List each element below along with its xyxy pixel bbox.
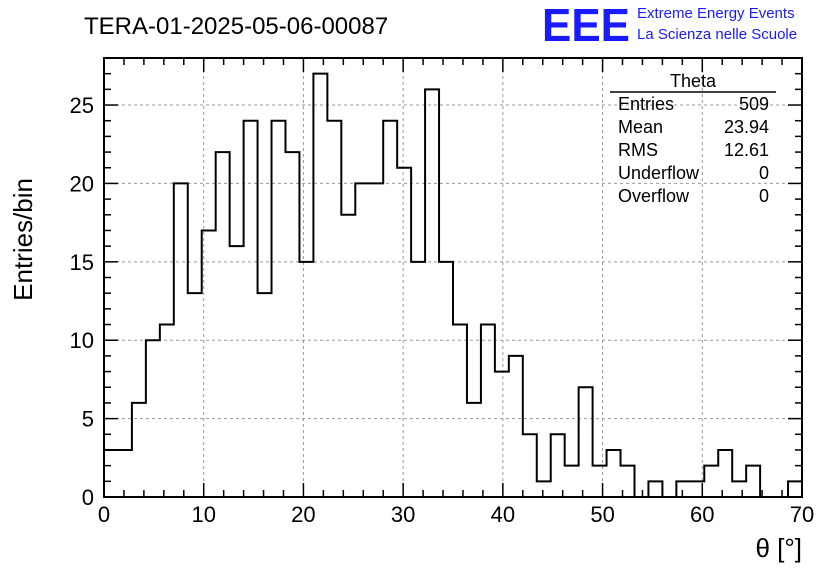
x-tick-label-1: 10 [191, 502, 215, 527]
histogram-bin-41 [676, 481, 690, 497]
histogram-bin-10 [244, 121, 258, 497]
histogram-bin-22 [411, 262, 425, 497]
axis-tick-labels: 0 10 20 30 40 50 60 70 0 5 10 15 20 25 [70, 93, 815, 527]
histogram-bin-35 [593, 466, 607, 497]
histogram-bin-15 [313, 74, 327, 497]
grid-lines [104, 58, 802, 497]
stats-label-underflow: Underflow [618, 163, 700, 183]
histogram-bin-46 [746, 466, 760, 497]
stats-label-overflow: Overflow [618, 186, 690, 206]
histogram-bin-34 [579, 387, 593, 497]
stats-value-rms: 12.61 [724, 140, 769, 160]
x-tick-label-4: 40 [491, 502, 515, 527]
histogram-bin-43 [704, 466, 718, 497]
x-tick-label-7: 70 [790, 502, 814, 527]
histogram-bin-13 [285, 152, 299, 497]
histogram-bin-14 [299, 262, 313, 497]
x-tick-label-3: 30 [391, 502, 415, 527]
chart-title: TERA-01-2025-05-06-00087 [84, 13, 388, 40]
y-tick-label-0: 0 [82, 485, 94, 510]
y-tick-label-2: 10 [70, 328, 94, 353]
histogram-bin-39 [648, 481, 662, 497]
x-tick-label-5: 50 [590, 502, 614, 527]
histogram-bin-24 [439, 262, 453, 497]
stats-label-entries: Entries [618, 94, 674, 114]
logo-line-2: La Scienza nelle Scuole [637, 26, 797, 43]
histogram-bin-49 [788, 481, 802, 497]
y-tick-label-3: 15 [70, 250, 94, 275]
eee-logo: EEE Extreme Energy Events La Scienza nel… [542, 0, 797, 51]
histogram-bin-36 [607, 450, 621, 497]
histogram-bin-26 [467, 403, 481, 497]
stats-value-mean: 23.94 [724, 117, 769, 137]
x-axis-title: θ [°] [755, 533, 802, 563]
histogram-bin-28 [495, 372, 509, 497]
histogram-bin-4 [160, 325, 174, 497]
histogram-bin-23 [425, 89, 439, 497]
histogram-bin-30 [523, 434, 537, 497]
y-tick-label-1: 5 [82, 407, 94, 432]
x-tick-label-6: 60 [690, 502, 714, 527]
histogram-bin-0 [104, 450, 118, 497]
histogram-bin-20 [383, 121, 397, 497]
logo-line-1: Extreme Energy Events [637, 5, 795, 22]
stats-title: Theta [670, 71, 717, 91]
histogram-bin-2 [132, 403, 146, 497]
x-tick-label-2: 20 [291, 502, 315, 527]
histogram-bin-17 [341, 215, 355, 497]
histogram-bin-32 [551, 434, 565, 497]
histogram-bin-31 [537, 481, 551, 497]
histogram-bin-21 [397, 168, 411, 497]
stats-value-overflow: 0 [759, 186, 769, 206]
stats-box: Theta Entries 509 Mean 23.94 RMS 12.61 Underfl… [610, 71, 776, 206]
histogram-bin-44 [718, 450, 732, 497]
histogram-bin-6 [188, 293, 202, 497]
logo-mark: EEE [542, 0, 630, 51]
y-axis-title: Entries/bin [8, 178, 38, 301]
histogram-bin-29 [509, 356, 523, 497]
histogram-bin-27 [481, 325, 495, 497]
histogram-bin-1 [118, 450, 132, 497]
histogram-bin-5 [174, 183, 188, 497]
y-tick-label-4: 20 [70, 171, 94, 196]
histogram-bin-45 [732, 481, 746, 497]
histogram-outline [103, 72, 803, 498]
axis-ticks [103, 57, 803, 498]
stats-label-rms: RMS [618, 140, 658, 160]
stats-value-entries: 509 [739, 94, 769, 114]
histogram-bin-33 [565, 466, 579, 497]
stats-value-underflow: 0 [759, 163, 769, 183]
histogram-bin-8 [216, 152, 230, 497]
x-tick-label-0: 0 [98, 502, 110, 527]
histogram-bin-16 [327, 121, 341, 497]
histogram-bin-25 [453, 325, 467, 497]
histogram-bin-9 [230, 246, 244, 497]
stats-rows: Entries 509 Mean 23.94 RMS 12.61 Underflow 0 Ove… [618, 94, 769, 206]
stats-label-mean: Mean [618, 117, 663, 137]
histogram-bin-12 [272, 121, 286, 497]
histogram-bin-11 [258, 293, 272, 497]
y-tick-label-5: 25 [70, 93, 94, 118]
